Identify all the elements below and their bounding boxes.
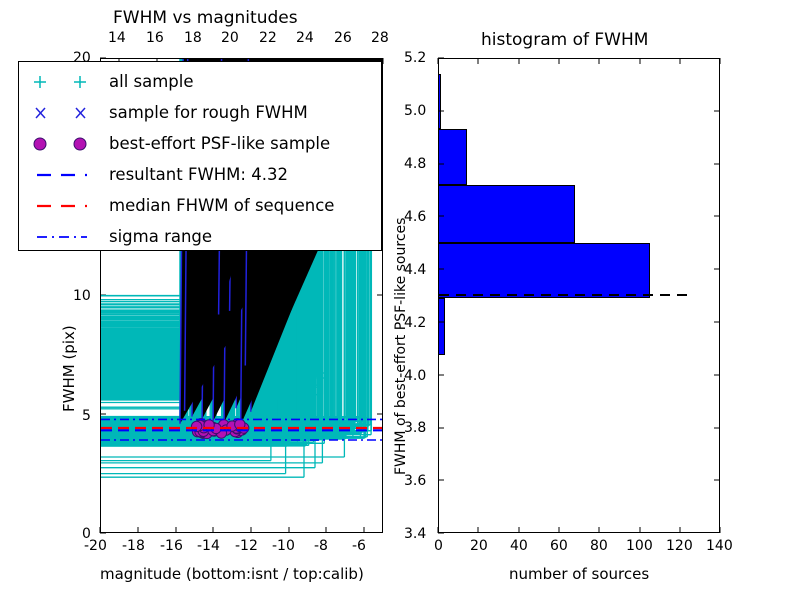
plot-legend: all sample sample for rough FWHM <box>18 61 382 251</box>
hist-bar-4.85-5.06 <box>438 74 441 129</box>
hist-bar-4.42-4.64 <box>438 185 575 243</box>
legend-item-all-sample: all sample <box>25 66 375 97</box>
right-yaxis-label: FWHM of best-effort PSF-like sources <box>393 217 409 475</box>
left-top-tick-20: 20 <box>221 30 239 46</box>
dashed-line-red <box>25 190 109 221</box>
legend-item-resultant-fwhm: resultant FWHM: 4.32 <box>25 159 375 190</box>
right-y-tick-3.4: 3.4 <box>404 526 427 542</box>
right-y-tick-5.2: 5.2 <box>404 50 427 66</box>
right-y-tick-4.4: 4.4 <box>404 262 427 278</box>
right-y-tick-3.8: 3.8 <box>404 420 427 436</box>
left-plot-frame <box>100 58 383 533</box>
right-panel-title: histogram of FWHM <box>481 30 649 50</box>
left-xaxis-label: magnitude (bottom:isnt / top:calib) <box>100 565 364 583</box>
cross-marker <box>25 97 109 128</box>
hist-bar-4.21-4.42 <box>438 243 650 298</box>
left-top-tick-22: 22 <box>259 30 277 46</box>
left-top-tick-28: 28 <box>371 30 389 46</box>
left-top-tick-14: 14 <box>108 30 126 46</box>
dashdot-line-blue <box>25 221 109 252</box>
right-y-tick-4.0: 4.0 <box>404 368 427 384</box>
dashed-line-blue <box>25 159 109 190</box>
hist-bar-4.64-4.85 <box>438 129 467 185</box>
legend-label-all-sample: all sample <box>109 72 194 91</box>
right-x-tick-0: 0 <box>434 538 443 554</box>
left-panel-title: FWHM vs magnitudes <box>113 8 298 28</box>
legend-item-psf-sample: best-effort PSF-like sample <box>25 128 375 159</box>
left-bottom-tick-m12: -12 <box>235 538 258 554</box>
left-bottom-tick-m8: -8 <box>314 538 328 554</box>
right-y-tick-4.6: 4.6 <box>404 209 427 225</box>
legend-label-rough-sample: sample for rough FWHM <box>109 103 308 122</box>
hist-bar-4.00-4.21 <box>438 298 445 355</box>
left-bottom-tick-m16: -16 <box>160 538 183 554</box>
left-bottom-tick-m6: -6 <box>352 538 366 554</box>
right-x-tick-40: 40 <box>510 538 528 554</box>
left-top-tick-16: 16 <box>146 30 164 46</box>
left-top-tick-18: 18 <box>184 30 202 46</box>
right-x-tick-80: 80 <box>590 538 608 554</box>
legend-item-median-fwhm: median FHWM of sequence <box>25 190 375 221</box>
left-yaxis-label: FWHM (pix) <box>60 325 78 412</box>
left-bottom-tick-m20: -20 <box>84 538 107 554</box>
legend-item-rough-sample: sample for rough FWHM <box>25 97 375 128</box>
right-y-tick-4.8: 4.8 <box>404 156 427 172</box>
right-x-tick-20: 20 <box>470 538 488 554</box>
left-bottom-tick-m14: -14 <box>197 538 220 554</box>
legend-label-sigma-range: sigma range <box>109 227 213 246</box>
left-bottom-tick-m18: -18 <box>122 538 145 554</box>
legend-item-sigma-range: sigma range <box>25 221 375 252</box>
right-x-tick-100: 100 <box>626 538 653 554</box>
circle-marker <box>25 128 109 159</box>
plus-marker <box>25 66 109 97</box>
legend-label-median-fwhm: median FHWM of sequence <box>109 196 335 215</box>
left-top-tick-26: 26 <box>334 30 352 46</box>
legend-label-psf-sample: best-effort PSF-like sample <box>109 134 331 153</box>
left-y-tick-0: 0 <box>82 526 91 542</box>
right-y-tick-3.6: 3.6 <box>404 473 427 489</box>
left-bottom-tick-m10: -10 <box>272 538 295 554</box>
left-y-tick-5: 5 <box>82 408 91 424</box>
left-top-tick-24: 24 <box>296 30 314 46</box>
right-y-tick-5.0: 5.0 <box>404 103 427 119</box>
left-y-tick-10: 10 <box>73 288 91 304</box>
legend-label-resultant-fwhm: resultant FWHM: 4.32 <box>109 165 288 184</box>
right-y-tick-4.2: 4.2 <box>404 315 427 331</box>
right-xaxis-label: number of sources <box>509 565 650 583</box>
right-x-tick-120: 120 <box>666 538 693 554</box>
right-x-tick-60: 60 <box>550 538 568 554</box>
right-x-tick-140: 140 <box>706 538 733 554</box>
